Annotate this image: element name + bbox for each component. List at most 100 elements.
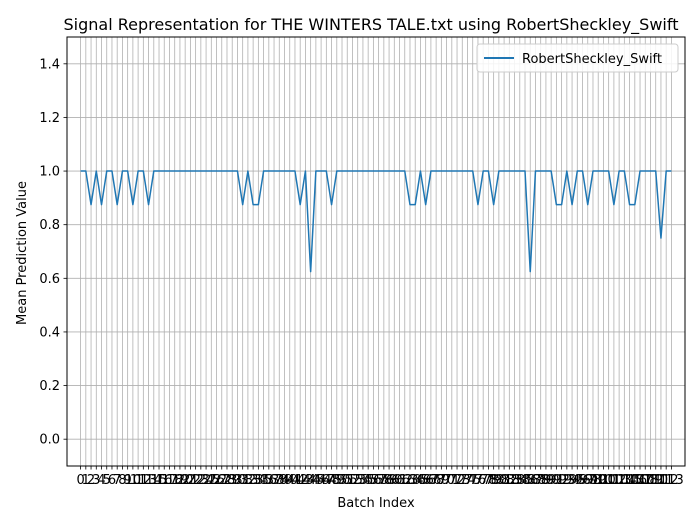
x-tick-label: 14 [146,473,163,488]
x-tick-label: 79 [485,473,502,488]
x-tick-label: 77 [475,473,492,488]
x-tick-label: 42 [292,473,309,488]
x-tick-label: 15 [151,473,168,488]
x-tick-label: 10 [125,473,142,488]
x-tick-label: 25 [203,473,220,488]
x-tick-label: 68 [428,473,445,488]
x-tick-label: 32 [240,473,257,488]
x-tick-label: 2 [87,473,95,488]
x-tick-label: 91 [548,473,565,488]
x-tick-label: 92 [553,473,570,488]
x-tick-label: 109 [638,473,663,488]
x-tick-label: 6 [108,473,116,488]
x-tick-label: 20 [177,473,194,488]
x-tick-label: 44 [302,473,319,488]
x-tick-label: 55 [360,473,377,488]
x-tick-label: 107 [628,473,653,488]
x-tick-label: 81 [496,473,513,488]
x-tick-label: 105 [617,473,642,488]
x-tick-label: 84 [512,473,529,488]
x-tick-label: 40 [281,473,298,488]
x-tick-label: 5 [103,473,111,488]
x-tick-label: 41 [287,473,304,488]
y-axis-label: Mean Prediction Value [15,181,30,325]
x-tick-label: 57 [370,473,387,488]
series-line [80,170,672,273]
x-tick-label: 64 [407,473,424,488]
x-tick-label: 18 [166,473,183,488]
x-tick-label: 12 [135,473,152,488]
x-axis-label: Batch Index [337,496,415,511]
x-tick-label: 56 [365,473,382,488]
legend-label: RobertSheckley_Swift [522,52,662,67]
x-tick-label: 98 [585,473,602,488]
x-tick-label: 59 [381,473,398,488]
plot-lines [80,170,672,273]
x-tick-label: 28 [219,473,236,488]
x-tick-label: 108 [633,473,658,488]
x-tick-label: 113 [659,473,684,488]
x-tick-label: 58 [376,473,393,488]
plot-frame [66,36,686,467]
x-tick-label: 48 [323,473,340,488]
x-tick-label: 47 [318,473,335,488]
x-tick-label: 73 [454,473,471,488]
x-tick-label: 76 [470,473,487,488]
x-tick-label: 82 [501,473,518,488]
x-tick-label: 97 [579,473,596,488]
x-tick-label: 46 [313,473,330,488]
x-tick-label: 52 [344,473,361,488]
x-tick-label: 89 [538,473,555,488]
x-tick-label: 49 [329,473,346,488]
x-tick-label: 9 [124,473,132,488]
x-tick-label: 4 [97,473,105,488]
x-tick-label: 106 [622,473,647,488]
x-tick-label: 53 [349,473,366,488]
x-tick-label: 43 [297,473,314,488]
y-tick-label: 1.2 [39,111,60,126]
x-tick-label: 54 [355,473,372,488]
x-tick-label: 11 [130,473,147,488]
x-tick-label: 39 [276,473,293,488]
x-tick-label: 16 [156,473,173,488]
x-tick-label: 87 [527,473,544,488]
x-tick-label: 69 [433,473,450,488]
x-tick-label: 66 [417,473,434,488]
x-tick-label: 7 [113,473,121,488]
x-tick-label: 34 [250,473,267,488]
x-tick-label: 60 [386,473,403,488]
x-tick-label: 95 [569,473,586,488]
y-tick-label: 0.2 [39,379,60,394]
x-tick-label: 111 [649,473,674,488]
x-tick-label: 21 [182,473,199,488]
x-tick-label: 94 [564,473,581,488]
x-tick-label: 110 [643,473,668,488]
x-tick-label: 101 [596,473,621,488]
x-tick-label: 99 [590,473,607,488]
x-tick-label: 37 [266,473,283,488]
x-tick-label: 90 [543,473,560,488]
x-tick-label: 65 [412,473,429,488]
chart-title: Signal Representation for THE WINTERS TA… [64,15,679,35]
x-tick-label: 17 [161,473,178,488]
legend-box [476,43,679,73]
x-tick-label: 24 [198,473,215,488]
x-axis: 0123456789101112131415161718192021222324… [76,466,684,488]
x-tick-label: 8 [118,473,126,488]
x-tick-label: 78 [480,473,497,488]
x-tick-label: 38 [271,473,288,488]
y-axis: 0.0 0.2 0.4 0.6 0.8 1.0 1.2 1.4 [39,57,67,448]
x-tick-label: 75 [464,473,481,488]
x-tick-label: 74 [459,473,476,488]
x-tick-label: 80 [491,473,508,488]
x-tick-label: 102 [601,473,626,488]
x-tick-label: 3 [92,473,100,488]
x-tick-label: 31 [234,473,251,488]
y-tick-label: 0.4 [39,325,60,340]
x-tick-label: 71 [444,473,461,488]
x-tick-label: 30 [229,473,246,488]
x-tick-label: 61 [391,473,408,488]
y-tick-label: 0.0 [39,433,60,448]
